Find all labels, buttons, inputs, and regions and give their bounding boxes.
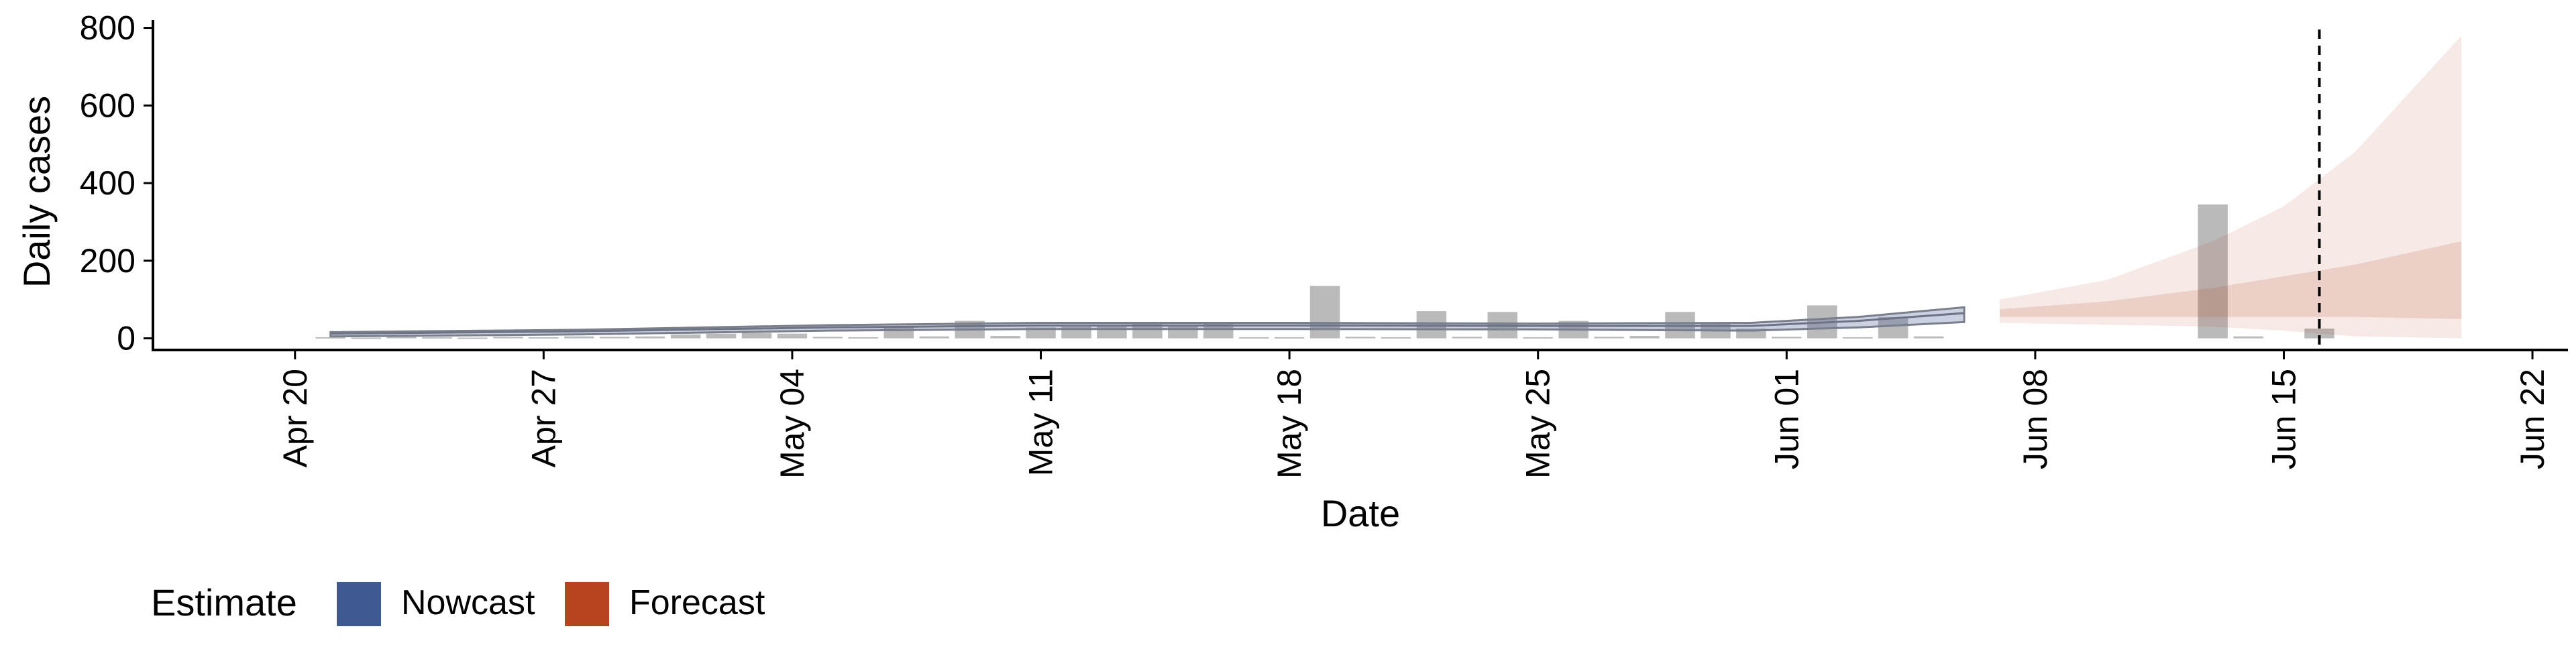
x-tick-label: Apr 20 [276, 369, 314, 467]
x-tick-label: Jun 15 [2265, 369, 2302, 469]
legend: Estimate Nowcast Forecast [151, 581, 765, 626]
case-bar [990, 336, 1020, 339]
y-tick-label: 600 [80, 86, 136, 124]
x-tick-label: May 11 [1022, 369, 1060, 476]
case-bar [1523, 337, 1553, 339]
case-bar [670, 334, 701, 339]
y-axis-title: Daily cases [15, 96, 58, 288]
case-bar [812, 337, 843, 339]
case-bar [422, 337, 452, 339]
case-bar [2198, 204, 2228, 339]
case-bar [1842, 337, 1873, 339]
x-tick-label: Apr 27 [525, 369, 562, 467]
case-bar [777, 333, 808, 339]
forecast-ribbons [1999, 36, 2462, 339]
case-bar [1345, 337, 1376, 339]
y-tick-label: 0 [117, 320, 136, 357]
x-axis-ticks: Apr 20 Apr 27 May 04 May 11 May 18 May 25 Jun … [276, 350, 2551, 479]
case-bar [2304, 329, 2334, 339]
nowcast-ribbon [329, 306, 1966, 338]
y-tick-label: 400 [80, 164, 136, 202]
case-bar [1132, 322, 1163, 339]
case-bar [706, 333, 737, 339]
case-bar [564, 336, 594, 339]
legend-title: Estimate [151, 581, 297, 624]
legend-key-nowcast [337, 582, 381, 626]
forecast-ribbon-90 [1999, 36, 2462, 339]
x-tick-label: Jun 08 [2017, 369, 2054, 469]
legend-label-forecast: Forecast [629, 583, 765, 622]
case-bar [1238, 337, 1269, 339]
y-axis-ticks: 0 200 400 600 800 [80, 9, 153, 357]
x-tick-label: May 18 [1271, 369, 1308, 479]
case-bar [1913, 336, 1944, 339]
case-bar [2233, 336, 2263, 339]
x-tick-label: May 25 [1519, 369, 1557, 479]
case-bar [386, 337, 417, 339]
case-bar [1381, 337, 1411, 339]
x-tick-label: Jun 01 [1768, 369, 1805, 469]
case-bar [529, 337, 559, 339]
case-bar [458, 337, 488, 339]
case-bar [1274, 337, 1305, 339]
case-bar [1594, 337, 1624, 339]
case-bar [635, 336, 665, 339]
case-bar [919, 336, 949, 339]
x-axis-title: Date [1321, 492, 1400, 534]
axes [152, 20, 2568, 351]
case-bar [1452, 337, 1483, 339]
x-tick-label: May 04 [773, 369, 811, 479]
y-tick-label: 800 [80, 9, 136, 47]
nowcast-median-line [330, 312, 1965, 335]
case-bar [315, 337, 345, 339]
legend-key-forecast [565, 582, 609, 626]
case-bar [848, 337, 879, 339]
case-bar [1772, 337, 1802, 339]
case-bar [600, 337, 630, 339]
case-bar [741, 333, 772, 339]
case-bar [1309, 286, 1340, 339]
x-tick-label: Jun 22 [2514, 369, 2551, 469]
case-bar [1878, 316, 1909, 339]
y-tick-label: 200 [80, 242, 136, 280]
case-bar [1026, 327, 1056, 339]
forecast-ribbon-50 [1999, 241, 2462, 319]
case-bar [493, 337, 523, 339]
case-bar [1629, 336, 1660, 339]
legend-label-nowcast: Nowcast [401, 583, 535, 622]
case-bar [351, 337, 381, 339]
